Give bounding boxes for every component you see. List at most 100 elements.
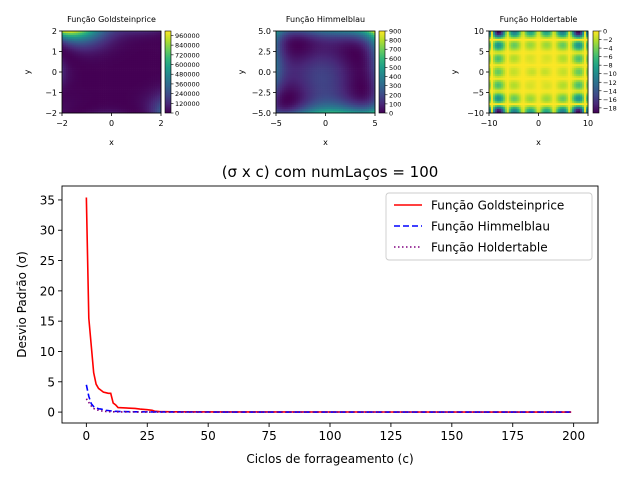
heatmap-cell	[125, 62, 128, 65]
heatmap-cell	[117, 34, 120, 38]
heatmap-cell	[145, 73, 148, 77]
heatmap-cell	[276, 79, 279, 83]
heatmap-cell	[145, 70, 148, 73]
heatmap-cell	[115, 40, 118, 44]
heatmap-cell	[345, 54, 348, 57]
heatmap-cell	[79, 56, 83, 59]
heatmap-cell	[65, 50, 69, 53]
heatmap-cell	[363, 52, 366, 55]
heatmap-cell	[79, 95, 83, 98]
heatmap-cell	[81, 83, 85, 87]
heatmap-cell	[291, 89, 295, 92]
heatmap-cell	[125, 60, 128, 63]
heatmap-cell	[542, 38, 545, 42]
heatmap-cell	[359, 105, 362, 108]
heatmap-cell	[101, 66, 104, 69]
heatmap-cell	[75, 107, 79, 110]
heatmap-cell	[582, 40, 585, 44]
heatmap-cell	[578, 42, 581, 46]
heatmap-cell	[502, 38, 506, 42]
heatmap-cell	[63, 34, 67, 38]
heatmap-cell	[87, 85, 91, 88]
heatmap-cell	[333, 97, 336, 100]
heatmap-cell	[305, 85, 309, 88]
heatmap-cell	[67, 44, 71, 47]
heatmap-cell	[121, 72, 124, 75]
heatmap-cell	[508, 31, 512, 34]
heatmap-cell	[492, 36, 496, 40]
heatmap-cell	[143, 50, 146, 53]
heatmap-cell	[131, 73, 134, 77]
heatmap-cell	[500, 50, 504, 53]
heatmap-cell	[367, 81, 370, 85]
heatmap-cell	[95, 46, 98, 49]
heatmap-cell	[371, 77, 374, 81]
heatmap-cell	[564, 34, 567, 38]
heatmap-cell	[337, 109, 340, 112]
heatmap-cell	[351, 93, 354, 96]
heatmap-cell	[83, 66, 87, 69]
heatmap-cell	[305, 93, 309, 96]
heatmap-cell	[81, 36, 85, 40]
heatmap-cell	[490, 44, 494, 47]
heatmap-cell	[85, 31, 89, 34]
heatmap-cell	[289, 77, 293, 81]
heatmap-cell	[115, 101, 118, 104]
heatmap-cell	[277, 109, 281, 112]
heatmap-cell	[287, 52, 291, 55]
heatmap-cell	[141, 81, 144, 85]
heatmap-cell	[105, 52, 108, 55]
heatmap-cell	[361, 93, 364, 96]
heatmap-cell	[97, 56, 100, 59]
heatmap-cell	[147, 68, 150, 71]
heatmap-cell	[289, 31, 293, 34]
heatmap-cell	[369, 70, 372, 73]
heatmap-cell	[129, 85, 132, 88]
heatmap-cell	[311, 107, 314, 110]
heatmap-cell	[73, 40, 77, 44]
heatmap-cell	[153, 42, 156, 46]
heatmap-cell	[283, 58, 287, 61]
heatmap-cell	[323, 32, 326, 36]
heatmap-cell	[129, 105, 132, 108]
heatmap-cell	[133, 58, 136, 61]
heatmap-cell	[151, 93, 154, 96]
heatmap-cell	[564, 54, 567, 57]
heatmap-cell	[502, 44, 506, 47]
heatmap-cell	[327, 79, 330, 83]
heatmap-cell	[319, 77, 322, 81]
heatmap-cell	[548, 56, 551, 59]
heatmap-cell	[311, 44, 314, 47]
heatmap-cell	[357, 40, 360, 44]
heatmap-cell	[345, 40, 348, 44]
heatmap-cell	[327, 72, 330, 75]
heatmap-cell	[307, 66, 311, 69]
heatmap-cell	[508, 38, 512, 42]
heatmap-cell	[297, 44, 301, 47]
heatmap-cell	[91, 70, 95, 73]
heatmap-cell	[311, 42, 314, 46]
heatmap-cell	[159, 103, 162, 106]
heatmap-cell	[339, 52, 342, 55]
heatmap-cell	[119, 54, 122, 57]
heatmap-cell	[343, 101, 346, 104]
heatmap-cell	[105, 56, 108, 59]
heatmap-cell	[295, 54, 299, 57]
heatmap-cell	[81, 77, 85, 81]
heatmap-cell	[109, 87, 112, 90]
heatmap-cell	[319, 52, 322, 55]
heatmap-cell	[526, 56, 529, 59]
heatmap-cell	[276, 46, 279, 49]
heatmap-cell	[155, 72, 158, 75]
heatmap-cell	[492, 48, 496, 51]
heatmap-cell	[65, 60, 69, 63]
heatmap-cell	[93, 109, 97, 112]
heatmap-cell	[313, 48, 316, 51]
heatmap-cell	[371, 105, 374, 108]
heatmap-cell	[307, 42, 311, 46]
heatmap-cell	[293, 68, 297, 71]
heatmap-cell	[109, 56, 112, 59]
heatmap-cell	[293, 36, 297, 40]
heatmap-cell	[313, 68, 316, 71]
heatmap-cell	[295, 79, 299, 83]
